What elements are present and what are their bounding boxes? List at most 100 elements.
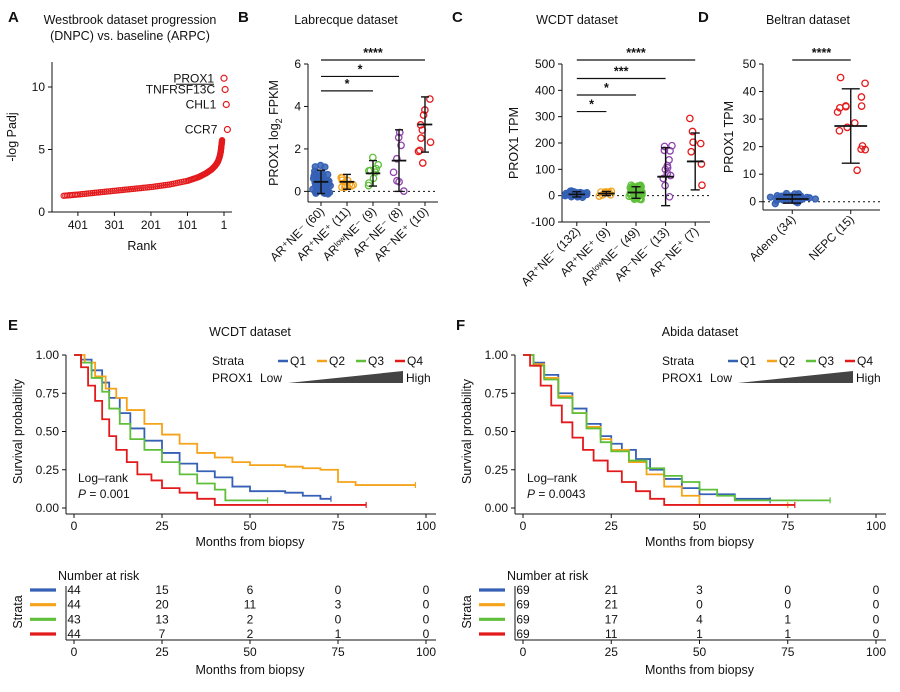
panel-b-dot: [323, 188, 332, 196]
panel-f-risk-x-tick-label: 25: [605, 645, 619, 659]
panel-e-title: WCDT dataset: [209, 325, 291, 339]
panel-b-y-tick-label: 2: [294, 142, 301, 156]
panel-b-dot: [414, 147, 423, 156]
panel-f-risk-x-label: Months from biopsy: [645, 663, 755, 677]
panel-e-x-label: Months from biopsy: [195, 535, 305, 549]
panel-c-y-tick-label: 0: [548, 189, 555, 203]
panel-e-risk-count: 0: [335, 612, 342, 626]
panel-e-curve-q3: [74, 354, 268, 502]
panel-f-x-tick-label: 100: [866, 519, 886, 533]
panel-b-dot: [418, 159, 427, 167]
panel-f-y-label: Survival probability: [460, 378, 474, 484]
panel-e-risk-count: 11: [244, 598, 257, 612]
panel-c-y-label: PROX1 TPM: [507, 107, 521, 179]
panel-f-risk-count: 69: [516, 583, 530, 597]
panel-e-y-label: Survival probability: [11, 378, 25, 484]
panel-b-sig-stars: *: [358, 62, 363, 76]
panel-f-x-tick-label: 25: [605, 519, 619, 533]
panel-f-risk-x-tick-label: 100: [866, 645, 886, 659]
panel-e-x-tick-label: 50: [243, 519, 257, 533]
panel-f-risk-count: 0: [873, 612, 880, 626]
panel-f-risk-count: 0: [873, 598, 880, 612]
panel-f-legend-entry: Q4: [857, 354, 873, 368]
panel-c-y-tick-label: 100: [535, 162, 555, 176]
panel-a-title-line1: Westbrook dataset progression: [44, 13, 217, 27]
panel-d-group-label: Adeno (34): [746, 212, 798, 264]
panel-b-y-label-sub: 2: [274, 118, 284, 123]
panel-f-risk-count: 0: [873, 583, 880, 597]
panel-e-y-tick-label: 0.25: [36, 463, 60, 477]
panel-f-legend-entry: Q2: [779, 354, 795, 368]
panel-c-dot: [668, 141, 676, 150]
panel-b-dot: [337, 173, 346, 182]
panel-e-legend-strata-label: Strata: [212, 354, 244, 368]
panel-a-y-tick-label: 5: [38, 143, 45, 157]
panel-e-risk-x-tick-label: 25: [155, 645, 169, 659]
panel-label-a: A: [8, 9, 19, 26]
panel-d-y-label: PROX1 TPM: [722, 101, 736, 173]
panel-c-y-tick-label: 400: [535, 83, 555, 97]
panel-e-risk-x-tick-label: 50: [243, 645, 257, 659]
panel-f-legend-wedge: [738, 371, 853, 383]
panel-a-x-tick-label: 401: [68, 218, 88, 232]
panel-c-dot: [686, 114, 694, 123]
panel-f-x-tick-label: 75: [781, 519, 795, 533]
panel-f-stat-p: P = 0.0043: [527, 487, 586, 501]
panel-a-top-point: [221, 85, 229, 94]
panel-e-legend-entry: Q3: [368, 354, 384, 368]
panel-c-dot: [562, 189, 570, 198]
panel-b-dot: [426, 95, 434, 103]
panel-b-dot: [397, 141, 405, 150]
panel-label-f: F: [456, 317, 465, 334]
panel-f-y-tick-label: 1.00: [485, 348, 509, 362]
panel-c-y-tick-label: 500: [535, 57, 555, 71]
panel-f-risk-count: 1: [784, 612, 791, 626]
panel-c-sig-stars: *: [604, 81, 609, 95]
panel-f-title: Abida dataset: [662, 325, 739, 339]
panel-f-legend-high: High: [856, 371, 881, 385]
panel-f-risk-x-tick-label: 50: [693, 645, 707, 659]
panel-d-y-tick-label: 50: [743, 57, 757, 71]
panel-d-y-tick-label: 0: [749, 195, 756, 209]
panel-f-y-tick-label: 0.25: [485, 463, 509, 477]
panel-e-stat-test: Log–rank: [78, 471, 129, 485]
panel-f-y-tick-label: 0.00: [485, 501, 509, 515]
panel-b-dot: [389, 168, 398, 177]
panel-c-dot: [659, 174, 668, 183]
panel-e-y-tick-label: 0.75: [36, 386, 60, 400]
panel-c-dot: [689, 138, 697, 147]
panel-c-dot: [665, 192, 674, 201]
panel-b-dot: [316, 161, 325, 170]
panel-f-risk-count: 69: [516, 627, 530, 641]
panel-c-y-tick-label: 200: [535, 136, 555, 150]
panel-d-dot: [857, 93, 866, 101]
panel-label-c: C: [452, 9, 463, 26]
panel-f-curve-q3: [523, 354, 831, 502]
panel-f-legend-strata-label: Strata: [662, 354, 694, 368]
panel-a-y-tick-label: 0: [38, 205, 45, 219]
panel-b-dot: [417, 134, 425, 142]
panel-b-dot: [392, 154, 401, 163]
panel-e-risk-count: 44: [67, 598, 81, 612]
panel-e-risk-count: 3: [335, 598, 342, 612]
panel-f-risk-count: 0: [784, 598, 791, 612]
panel-b-y-tick-label: 4: [294, 99, 301, 113]
panel-f-risk-title: Number at risk: [507, 569, 589, 583]
panel-e-x-tick-label: 25: [155, 519, 169, 533]
panel-f-stat-p-symbol: P: [527, 487, 535, 501]
panel-e-risk-count: 44: [67, 583, 81, 597]
panel-f-risk-count: 1: [784, 627, 791, 641]
panel-e-risk-count: 2: [247, 627, 254, 641]
panel-e-legend-entry: Q4: [407, 354, 423, 368]
panel-b-dot: [368, 153, 377, 162]
panel-f-risk-count: 0: [696, 598, 703, 612]
panel-b-dot: [416, 146, 424, 155]
panel-f-x-tick-label: 50: [693, 519, 707, 533]
panel-d-y-tick-label: 30: [743, 112, 757, 126]
panel-b-title: Labrecque dataset: [294, 13, 398, 27]
panel-e-risk-count: 7: [159, 627, 166, 641]
panel-e-risk-count: 0: [423, 598, 430, 612]
panel-a-x-tick-label: 1: [221, 218, 228, 232]
panel-a-y-tick-label: 10: [32, 80, 46, 94]
panel-e-risk-count: 44: [67, 627, 81, 641]
